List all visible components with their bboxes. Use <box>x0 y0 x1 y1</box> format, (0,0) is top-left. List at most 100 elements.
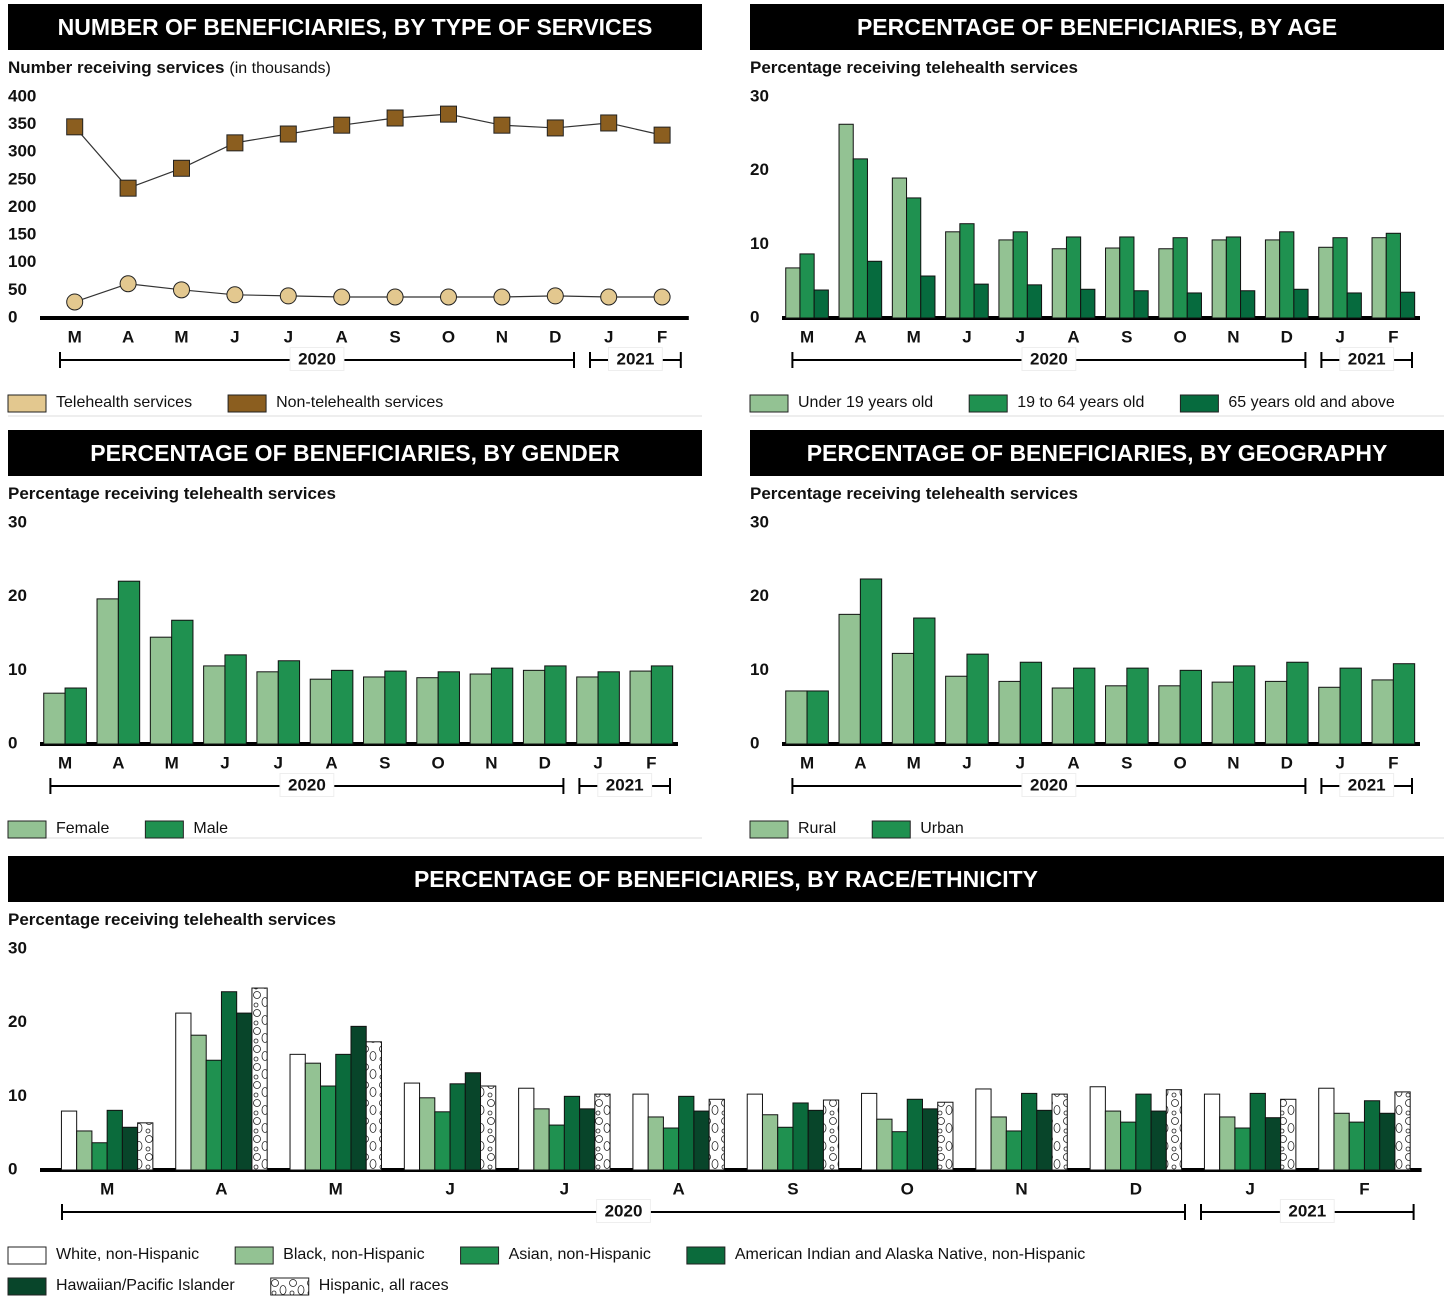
bar <box>1232 665 1256 745</box>
bar <box>117 580 141 745</box>
bar <box>175 1012 192 1171</box>
year-label-bg <box>597 772 653 797</box>
bar <box>1332 237 1348 319</box>
bar <box>876 1118 893 1171</box>
y-tick-label: 20 <box>750 586 769 605</box>
bar <box>365 1041 382 1171</box>
bar <box>277 660 301 745</box>
x-tick-label: M <box>907 753 921 772</box>
marker <box>440 288 457 306</box>
bar <box>1234 1127 1251 1171</box>
bar <box>1165 1089 1183 1171</box>
legend-swatch <box>749 394 789 413</box>
bar <box>480 1085 497 1171</box>
bar <box>1150 1110 1167 1171</box>
bar <box>906 1098 923 1171</box>
bar <box>251 987 268 1171</box>
x-tick-label: A <box>1067 753 1079 772</box>
bar <box>807 1109 824 1171</box>
bar <box>1012 231 1028 319</box>
legend-label: Non-telehealth services <box>276 394 443 411</box>
bar <box>1105 247 1121 319</box>
bar <box>1036 1109 1053 1171</box>
x-tick-label: O <box>901 1179 914 1198</box>
bar <box>464 1072 482 1171</box>
bar <box>1005 1130 1023 1171</box>
x-tick-label: A <box>336 327 348 346</box>
year-label-bg <box>1279 1198 1335 1223</box>
marker <box>119 179 137 197</box>
bar <box>799 253 815 319</box>
bar <box>171 619 194 745</box>
bar <box>761 1114 779 1171</box>
legend-swatch <box>968 394 1008 413</box>
bar <box>1051 687 1075 745</box>
legend-label: Asian, non-Hispanic <box>509 1246 651 1263</box>
bar <box>920 275 936 319</box>
marker <box>493 288 511 306</box>
marker <box>600 288 618 306</box>
x-tick-label: N <box>485 753 497 772</box>
legend-swatch <box>7 1277 47 1296</box>
marker <box>386 288 404 306</box>
year-label: 2021 <box>1288 1201 1326 1220</box>
bar <box>945 675 968 745</box>
bar <box>1019 661 1043 745</box>
marker <box>653 126 671 144</box>
bar <box>190 1034 207 1171</box>
x-tick-label: A <box>854 327 866 346</box>
bar <box>403 1082 421 1171</box>
x-tick-label: J <box>593 753 602 772</box>
bar <box>1179 669 1202 745</box>
legend-label: Female <box>56 820 109 837</box>
bar <box>289 1053 306 1171</box>
x-tick-label: F <box>1388 753 1398 772</box>
marker <box>173 281 190 299</box>
x-tick-label: S <box>389 327 400 346</box>
bar <box>1264 239 1281 319</box>
bar <box>1318 686 1341 745</box>
bar <box>785 690 808 745</box>
bar <box>1080 288 1096 319</box>
marker <box>493 116 511 134</box>
x-tick-label: M <box>907 327 921 346</box>
legend-swatch <box>1179 394 1219 413</box>
legend-swatch <box>686 1246 726 1265</box>
year-label-bg <box>1021 772 1077 797</box>
y-axis-label-main: Number receiving services <box>8 58 224 77</box>
bar <box>678 1095 695 1171</box>
legend-swatch <box>7 1246 47 1265</box>
bar <box>1392 663 1416 745</box>
marker <box>653 288 671 306</box>
legend-label: Urban <box>920 820 964 837</box>
bar <box>579 1108 596 1171</box>
bar <box>945 231 961 319</box>
x-tick-label: J <box>604 327 613 346</box>
x-tick-label: M <box>800 753 814 772</box>
bar <box>1135 1093 1152 1171</box>
bar <box>891 1131 908 1171</box>
chart-title: PERCENTAGE OF BENEFICIARIES, BY GEOGRAPH… <box>807 440 1388 466</box>
year-label-bg <box>289 346 345 371</box>
x-tick-label: O <box>1174 327 1187 346</box>
bar <box>96 598 119 745</box>
bar <box>861 1092 878 1171</box>
bar <box>1158 248 1174 319</box>
marker <box>226 286 244 304</box>
bar <box>1065 236 1082 319</box>
bar <box>1026 284 1043 319</box>
year-label: 2021 <box>616 349 654 368</box>
marker <box>279 125 297 143</box>
bar <box>1172 237 1188 319</box>
legend-label: Telehealth services <box>56 394 192 411</box>
bar <box>1286 661 1309 745</box>
legend-swatch <box>871 820 911 839</box>
bar <box>1346 292 1362 319</box>
marker <box>333 116 351 134</box>
title-bar <box>8 856 1444 902</box>
bar <box>1339 667 1362 745</box>
y-tick-label: 30 <box>8 512 27 531</box>
bar <box>363 676 386 745</box>
bar <box>998 680 1021 745</box>
marker <box>440 105 457 123</box>
